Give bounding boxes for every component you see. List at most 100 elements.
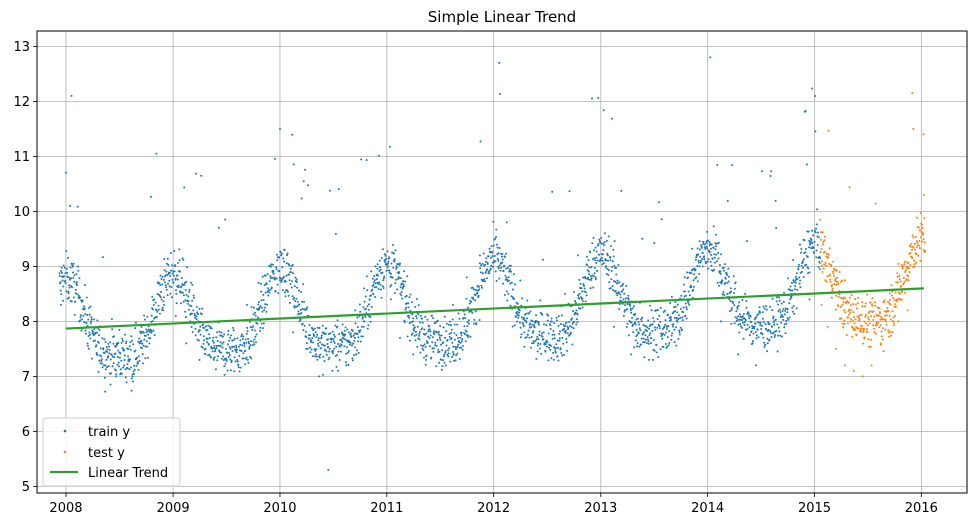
train-point xyxy=(779,334,782,337)
train-point xyxy=(788,316,791,319)
test-point xyxy=(902,276,905,279)
test-point xyxy=(873,315,876,318)
test-point xyxy=(915,240,918,243)
train-point xyxy=(599,259,602,262)
train-point xyxy=(236,360,239,363)
train-point xyxy=(153,298,156,301)
train-point xyxy=(289,283,292,285)
train-point xyxy=(128,345,131,348)
train-point xyxy=(315,353,317,356)
train-point xyxy=(63,275,66,278)
train-point xyxy=(237,366,240,369)
train-point xyxy=(422,344,425,347)
train-point xyxy=(511,296,514,298)
train-point xyxy=(724,281,727,284)
train-point xyxy=(124,368,127,371)
train-point xyxy=(182,294,185,297)
train-point xyxy=(106,351,109,353)
train-point xyxy=(692,279,695,282)
train-point xyxy=(257,301,260,303)
train-point xyxy=(684,302,687,305)
train-point xyxy=(475,323,478,326)
train-point xyxy=(728,275,730,278)
train-point xyxy=(222,341,225,344)
train-point xyxy=(91,330,94,333)
train-point xyxy=(379,268,382,271)
train-point xyxy=(328,347,331,350)
test-point xyxy=(855,307,858,310)
train-point xyxy=(71,265,74,268)
test-point xyxy=(868,345,871,348)
train-point xyxy=(537,321,540,323)
train-point xyxy=(109,358,112,361)
test-point xyxy=(895,281,898,284)
train-point xyxy=(85,322,88,325)
train-point xyxy=(758,306,761,309)
train-point xyxy=(500,255,503,258)
train-point xyxy=(775,330,778,332)
train-point xyxy=(625,297,627,300)
train-point xyxy=(741,326,744,329)
train-point xyxy=(775,227,778,229)
train-point xyxy=(701,258,704,260)
train-point xyxy=(188,290,191,293)
train-point xyxy=(392,244,394,246)
train-point xyxy=(110,372,113,375)
train-point xyxy=(746,327,749,330)
train-point xyxy=(631,316,634,319)
train-point xyxy=(726,282,729,285)
train-point xyxy=(551,337,554,340)
train-point xyxy=(358,329,360,332)
train-point xyxy=(461,340,463,343)
train-point xyxy=(332,340,335,343)
train-point xyxy=(631,307,634,310)
train-point xyxy=(514,283,516,286)
train-point xyxy=(178,248,181,251)
train-point xyxy=(146,345,149,348)
train-point xyxy=(327,358,330,361)
train-point xyxy=(60,270,62,273)
train-point xyxy=(491,265,494,268)
train-point xyxy=(100,355,103,358)
train-point xyxy=(728,298,731,301)
test-point xyxy=(819,251,822,254)
train-point xyxy=(662,332,665,335)
train-point xyxy=(334,233,337,235)
train-point xyxy=(781,315,784,318)
train-point xyxy=(614,289,617,292)
train-point xyxy=(206,337,209,340)
train-point xyxy=(719,272,722,275)
train-point xyxy=(202,335,205,338)
test-point xyxy=(918,239,921,242)
train-point xyxy=(409,293,412,296)
train-point xyxy=(309,346,312,349)
train-point xyxy=(236,359,239,361)
train-point xyxy=(467,306,470,309)
train-point xyxy=(301,322,304,325)
train-point xyxy=(562,342,565,345)
train-point xyxy=(509,304,512,307)
train-point xyxy=(436,338,439,341)
train-point xyxy=(276,259,279,262)
train-point xyxy=(437,330,440,333)
train-point xyxy=(317,342,319,345)
train-point xyxy=(474,294,477,297)
train-point xyxy=(84,332,87,335)
train-point xyxy=(190,305,193,308)
train-point xyxy=(65,171,67,174)
train-point xyxy=(203,326,206,329)
test-point xyxy=(891,331,894,334)
train-point xyxy=(474,310,477,313)
train-point xyxy=(275,266,278,269)
train-point xyxy=(281,252,283,255)
train-point xyxy=(639,329,642,332)
train-point xyxy=(257,281,260,284)
train-point xyxy=(67,292,70,295)
train-point xyxy=(742,321,745,324)
train-point xyxy=(360,335,363,338)
train-point xyxy=(595,256,598,259)
test-point xyxy=(861,305,864,308)
train-point xyxy=(130,366,132,369)
train-point xyxy=(407,306,410,309)
train-point xyxy=(605,265,608,268)
